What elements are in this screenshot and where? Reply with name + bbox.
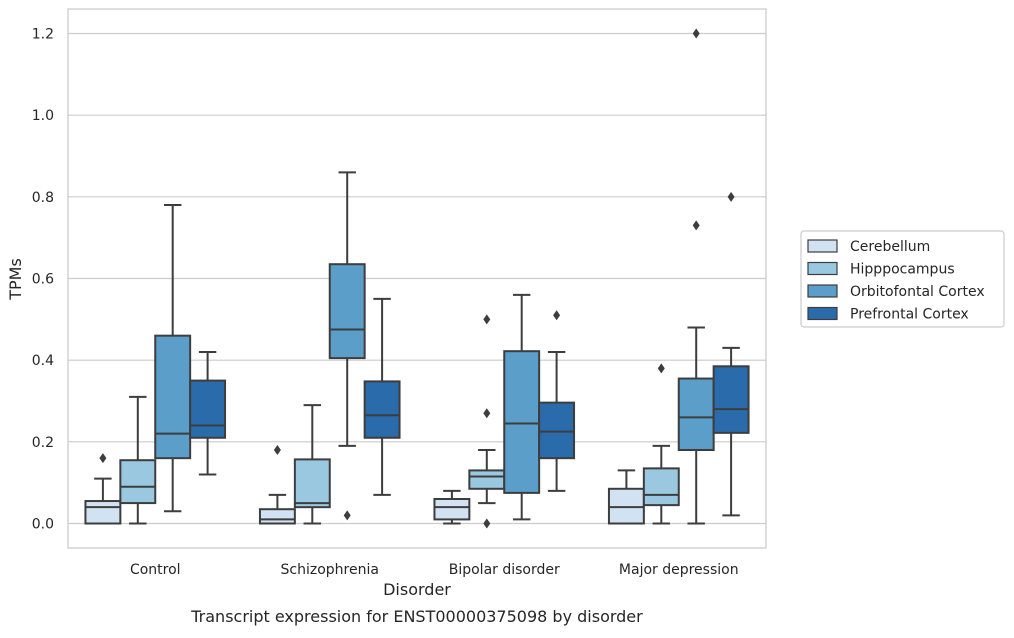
box-prefrontal-cortex (538, 310, 576, 492)
box-hipppocampus (293, 404, 331, 525)
outlier-point (99, 453, 107, 464)
y-tick-label: 0.6 (32, 272, 54, 288)
box-orbitofontal-cortex (328, 171, 366, 521)
x-tick-label: Major depression (619, 562, 739, 578)
outlier-point (343, 510, 351, 521)
legend-swatch (807, 284, 838, 298)
legend-frame (800, 230, 1005, 328)
y-tick-label: 1.0 (32, 108, 54, 124)
box-orbitofontal-cortex (154, 204, 192, 513)
legend-label: Orbitofontal Cortex (850, 284, 985, 300)
box-hipppocampus (642, 363, 680, 525)
box-body (189, 379, 227, 439)
box-body (293, 458, 331, 509)
chart-title: Transcript expression for ENST0000037509… (190, 607, 643, 626)
box-body (642, 467, 680, 507)
box-body (503, 350, 541, 494)
plot-frame (67, 8, 767, 549)
outlier-point (692, 220, 700, 231)
box-body (119, 459, 157, 505)
legend: Cerebellum Hipppocampus Orbitofontal Corte… (800, 230, 1005, 328)
box-body (328, 263, 366, 360)
legend-label: Hipppocampus (850, 262, 955, 278)
y-tick-label: 0.8 (32, 190, 54, 206)
box-orbitofontal-cortex (677, 28, 715, 525)
box-body (154, 334, 192, 460)
box-body (433, 498, 471, 521)
outlier-point (483, 408, 491, 419)
legend-swatch (807, 306, 838, 321)
box-orbitofontal-cortex (503, 293, 541, 521)
box-body (84, 500, 122, 525)
outlier-point (553, 310, 561, 321)
outlier-point (483, 518, 491, 529)
y-axis-label: TPMs (6, 258, 25, 301)
box-body (468, 469, 506, 490)
box-layer (84, 28, 750, 529)
box-body (677, 377, 715, 451)
box-cerebellum (607, 469, 645, 525)
legend-label: Prefrontal Cortex (850, 307, 969, 323)
y-tick-label: 0.4 (32, 353, 54, 369)
x-tick-label: Schizophrenia (281, 562, 379, 578)
x-axis-label: Disorder (383, 580, 451, 599)
box-body (607, 487, 645, 525)
y-tick-label: 0.2 (32, 435, 54, 451)
box-cerebellum (84, 453, 122, 525)
outlier-point (483, 314, 491, 325)
box-body (538, 401, 576, 460)
outlier-point (692, 28, 700, 39)
box-hipppocampus (468, 314, 506, 529)
y-tick-label: 0.0 (32, 517, 54, 533)
box-body (258, 508, 296, 525)
outlier-point (727, 191, 735, 202)
y-tick-label: 1.2 (32, 27, 54, 43)
x-tick-label: Control (130, 562, 181, 578)
legend-label: Cerebellum (850, 239, 930, 255)
legend-swatch (807, 239, 838, 253)
box-hipppocampus (119, 395, 157, 525)
box-prefrontal-cortex (189, 351, 227, 476)
outlier-point (273, 445, 281, 455)
outlier-point (657, 363, 665, 374)
box-body (363, 380, 401, 439)
box-prefrontal-cortex (712, 191, 750, 517)
axis-layer: 0.0 0.2 0.4 0.6 0.8 1.0 1.2 Control Schizophreni… (32, 27, 739, 579)
x-tick-label: Bipolar disorder (449, 562, 560, 578)
box-prefrontal-cortex (363, 297, 401, 496)
legend-swatch (807, 261, 838, 276)
box-body (712, 365, 750, 434)
box-cerebellum (258, 445, 296, 525)
box-cerebellum (433, 489, 471, 525)
